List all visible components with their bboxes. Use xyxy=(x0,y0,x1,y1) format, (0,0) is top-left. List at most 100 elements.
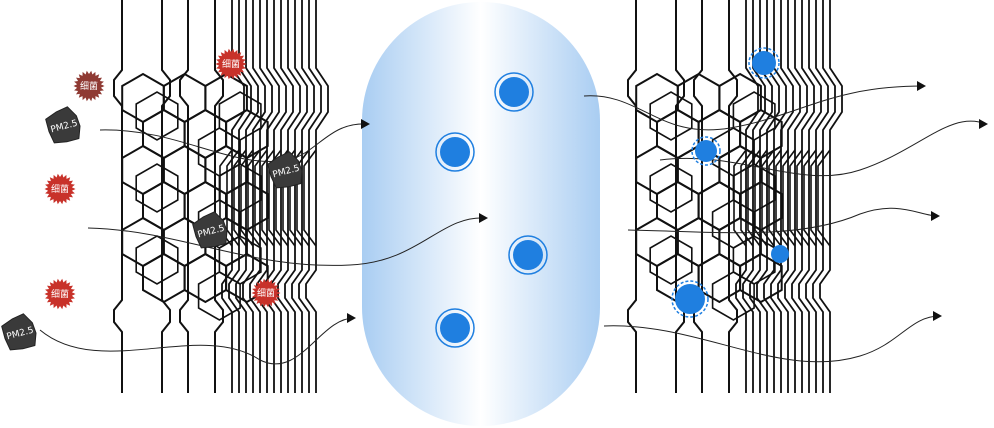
arrowhead-icon xyxy=(347,313,356,323)
fine-filter-line xyxy=(819,0,843,393)
bacteria-label: 细菌 xyxy=(51,183,69,195)
bacteria-icon: 细菌 xyxy=(73,70,105,102)
fine-filter-line xyxy=(756,0,780,393)
fine-filter-line xyxy=(256,0,280,393)
fine-filter-line xyxy=(761,149,775,247)
airflow-arrowheads xyxy=(347,81,988,323)
fine-filter-line xyxy=(735,0,759,393)
arrowhead-icon xyxy=(479,213,488,223)
airflow-path xyxy=(583,85,924,131)
fine-filter-line xyxy=(777,0,801,393)
airflow-path xyxy=(603,315,941,363)
fine-filter-line xyxy=(228,0,252,393)
bacteria-label: 细菌 xyxy=(51,288,69,300)
pm25-particle-icon: PM2.5 xyxy=(1,313,37,351)
fine-filter-line xyxy=(254,149,268,247)
fine-filter-line xyxy=(268,149,282,247)
hex-mesh-cell xyxy=(635,72,679,124)
bacteria-icon: 细菌 xyxy=(251,278,281,308)
trapped-ion-icon xyxy=(671,280,709,318)
fine-filter-line xyxy=(742,0,766,393)
airflow-path xyxy=(39,317,355,365)
fine-filter-line xyxy=(298,0,322,393)
trapped-ion-icon xyxy=(691,136,721,166)
hex-mesh-cell xyxy=(649,235,693,285)
right-filter-layers xyxy=(627,0,843,393)
filter-fiber-line xyxy=(627,0,637,393)
fine-filter-line xyxy=(775,149,789,247)
hex-mesh-cell xyxy=(635,216,679,268)
fine-filter-line xyxy=(810,149,824,247)
fine-filter-line xyxy=(249,0,273,393)
fine-filter-line xyxy=(770,0,794,393)
hex-mesh-cell xyxy=(135,163,179,213)
hex-mesh-cell xyxy=(649,91,693,141)
fine-filter-line xyxy=(763,0,787,393)
arrowhead-icon xyxy=(917,81,926,91)
fine-filter-line xyxy=(226,149,240,247)
hex-mesh-cell xyxy=(121,72,165,124)
arrowhead-icon xyxy=(931,211,940,221)
fine-filter-line xyxy=(796,149,810,247)
hex-mesh-cell xyxy=(135,235,179,285)
hex-mesh-cell xyxy=(121,144,165,196)
fine-filter-line xyxy=(221,0,245,393)
fine-filter-line xyxy=(240,149,254,247)
hex-mesh-cell xyxy=(649,163,693,213)
fine-filter-line xyxy=(740,149,754,247)
arrowhead-icon xyxy=(361,119,370,129)
trapped-ion-icon xyxy=(771,245,789,263)
fine-filter-line xyxy=(784,0,808,393)
fine-filter-line xyxy=(749,0,773,393)
ion-circle-icon xyxy=(435,308,475,348)
fine-filter-line xyxy=(805,0,829,393)
fine-filter-line xyxy=(817,149,831,247)
arrowhead-icon xyxy=(979,119,988,129)
ion-circle-icon xyxy=(435,132,475,172)
hex-mesh-cell xyxy=(121,216,165,268)
airflow-path xyxy=(627,207,939,234)
pm25-particle-icon: PM2.5 xyxy=(192,211,228,249)
fine-filter-line xyxy=(261,149,275,247)
bacteria-label: 细菌 xyxy=(222,58,240,70)
hex-mesh-cell xyxy=(711,271,755,321)
bacteria-icon: 细菌 xyxy=(215,48,247,80)
ion-particles xyxy=(435,47,789,348)
fine-filter-line xyxy=(242,0,266,393)
trapped-ion-icon xyxy=(748,47,780,79)
airflow-curves xyxy=(39,85,987,365)
fine-filter-line xyxy=(789,149,803,247)
fine-filter-line xyxy=(798,0,822,393)
fine-filter-line xyxy=(791,0,815,393)
fine-filter-line xyxy=(782,149,796,247)
fine-filter-line xyxy=(291,0,315,393)
pm25-particle-icon: PM2.5 xyxy=(267,151,303,189)
ion-circle-icon xyxy=(494,72,534,112)
filter-fiber-line xyxy=(161,0,171,393)
fine-filter-line xyxy=(296,149,310,247)
fine-filter-line xyxy=(803,149,817,247)
fine-filter-line xyxy=(270,0,294,393)
fine-filter-line xyxy=(303,149,317,247)
hex-mesh-cell xyxy=(197,271,241,321)
filter-fiber-line xyxy=(113,0,123,393)
fine-filter-line xyxy=(263,0,287,393)
fine-filter-line xyxy=(305,0,329,393)
arrowhead-icon xyxy=(933,311,942,321)
fine-filter-line xyxy=(733,149,747,247)
left-filter-layers xyxy=(113,0,329,393)
fine-filter-line xyxy=(768,149,782,247)
fine-filter-line xyxy=(277,0,301,393)
fine-filter-line xyxy=(284,0,308,393)
bacteria-label: 细菌 xyxy=(257,287,275,299)
bacteria-icon: 细菌 xyxy=(44,173,76,205)
ion-circle-icon xyxy=(508,235,548,275)
ionizer-capsule xyxy=(362,2,600,426)
fine-filter-line xyxy=(754,149,768,247)
pm25-particle-icon: PM2.5 xyxy=(45,106,81,144)
airflow-path xyxy=(659,120,987,177)
airflow-path xyxy=(87,217,487,266)
